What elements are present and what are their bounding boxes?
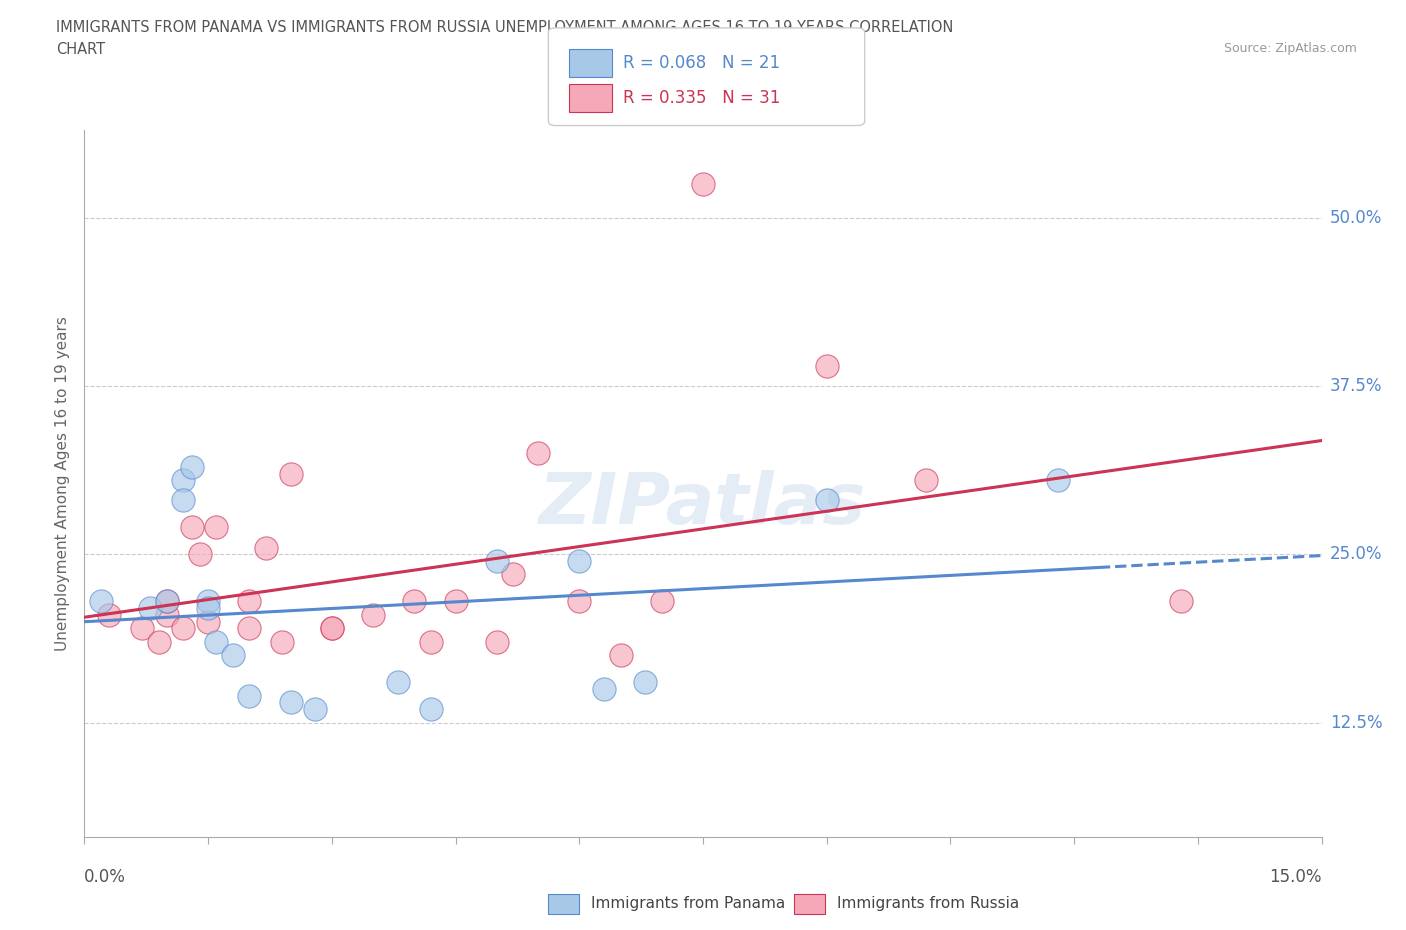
Point — [419, 701, 441, 716]
Point — [609, 648, 631, 663]
Text: 12.5%: 12.5% — [1330, 713, 1382, 732]
Text: 50.0%: 50.0% — [1330, 208, 1382, 227]
Point — [205, 634, 228, 649]
Text: ZIPatlas: ZIPatlas — [540, 471, 866, 539]
Point — [172, 621, 194, 636]
Text: Immigrants from Russia: Immigrants from Russia — [837, 897, 1019, 911]
Point — [321, 621, 343, 636]
Point — [692, 177, 714, 192]
Text: Immigrants from Panama: Immigrants from Panama — [591, 897, 785, 911]
Point — [444, 594, 467, 609]
Point — [387, 675, 409, 690]
Point — [280, 466, 302, 481]
Point — [180, 459, 202, 474]
Point — [815, 493, 838, 508]
Point — [1170, 594, 1192, 609]
Text: 37.5%: 37.5% — [1330, 377, 1382, 395]
Y-axis label: Unemployment Among Ages 16 to 19 years: Unemployment Among Ages 16 to 19 years — [55, 316, 70, 651]
Point — [180, 520, 202, 535]
Point — [139, 601, 162, 616]
Text: R = 0.068   N = 21: R = 0.068 N = 21 — [623, 54, 780, 73]
Point — [280, 695, 302, 710]
Point — [254, 540, 277, 555]
Text: R = 0.335   N = 31: R = 0.335 N = 31 — [623, 88, 780, 107]
Point — [90, 594, 112, 609]
Point — [815, 358, 838, 373]
Point — [651, 594, 673, 609]
Point — [131, 621, 153, 636]
Text: CHART: CHART — [56, 42, 105, 57]
Text: IMMIGRANTS FROM PANAMA VS IMMIGRANTS FROM RUSSIA UNEMPLOYMENT AMONG AGES 16 TO 1: IMMIGRANTS FROM PANAMA VS IMMIGRANTS FRO… — [56, 20, 953, 35]
Point — [914, 472, 936, 487]
Point — [238, 594, 260, 609]
Point — [404, 594, 426, 609]
Point — [361, 607, 384, 622]
Point — [197, 601, 219, 616]
Point — [156, 594, 179, 609]
Text: 0.0%: 0.0% — [84, 868, 127, 885]
Point — [172, 472, 194, 487]
Point — [593, 682, 616, 697]
Point — [271, 634, 294, 649]
Point — [188, 547, 211, 562]
Point — [156, 607, 179, 622]
Point — [634, 675, 657, 690]
Point — [485, 634, 508, 649]
Point — [568, 594, 591, 609]
Point — [156, 594, 179, 609]
Point — [205, 520, 228, 535]
Point — [222, 648, 245, 663]
Point — [238, 688, 260, 703]
Point — [172, 493, 194, 508]
Text: 25.0%: 25.0% — [1330, 545, 1382, 564]
Point — [1046, 472, 1069, 487]
Point — [98, 607, 121, 622]
Text: 15.0%: 15.0% — [1270, 868, 1322, 885]
Point — [485, 553, 508, 568]
Point — [568, 553, 591, 568]
Point — [502, 567, 524, 582]
Point — [419, 634, 441, 649]
Point — [304, 701, 326, 716]
Text: Source: ZipAtlas.com: Source: ZipAtlas.com — [1223, 42, 1357, 55]
Point — [527, 445, 550, 460]
Point — [148, 634, 170, 649]
Point — [321, 621, 343, 636]
Point — [238, 621, 260, 636]
Point — [197, 594, 219, 609]
Point — [197, 614, 219, 629]
